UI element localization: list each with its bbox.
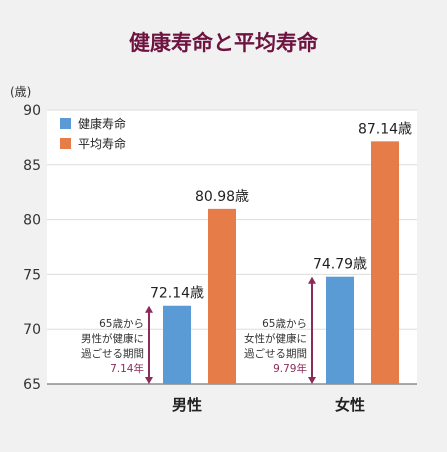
annotation-arrowhead-up: [145, 305, 153, 313]
annotation-arrowhead-down: [308, 377, 316, 384]
annotation-text: 65歳から: [99, 318, 144, 330]
bar: [371, 141, 399, 384]
annotation-highlight: 7.14年: [110, 362, 144, 375]
annotation-arrowhead-up: [308, 276, 316, 284]
annotation-text: 過ごせる期間: [81, 347, 144, 360]
legend-swatch: [60, 138, 71, 149]
annotation-text: 女性が健康に: [244, 332, 307, 345]
bar: [326, 276, 354, 384]
annotation-text: 65歳から: [262, 318, 307, 330]
chart-title: 健康寿命と平均寿命: [129, 31, 319, 55]
annotation-highlight: 9.79年: [273, 362, 307, 375]
bar: [163, 305, 191, 384]
y-tick-label: 70: [23, 322, 41, 338]
annotation-text: 過ごせる期間: [244, 347, 307, 360]
value-label: 80.98歳: [195, 189, 249, 205]
value-label: 72.14歳: [150, 286, 204, 302]
category-label: 女性: [335, 396, 365, 414]
value-label: 87.14歳: [358, 121, 412, 137]
category-label: 男性: [172, 396, 202, 414]
y-axis-label: (歳): [10, 85, 31, 99]
y-tick-label: 80: [23, 213, 41, 229]
annotation-text: 男性が健康に: [81, 332, 144, 345]
value-label: 74.79歳: [313, 257, 367, 273]
y-tick-label: 90: [23, 103, 41, 119]
legend-swatch: [60, 118, 71, 129]
y-tick-label: 75: [23, 267, 41, 283]
legend-label: 平均寿命: [78, 136, 126, 151]
y-tick-label: 65: [23, 377, 41, 393]
legend-label: 健康寿命: [78, 116, 126, 131]
bar: [208, 208, 236, 384]
annotation-arrowhead-down: [145, 377, 153, 384]
y-tick-label: 85: [23, 158, 41, 174]
